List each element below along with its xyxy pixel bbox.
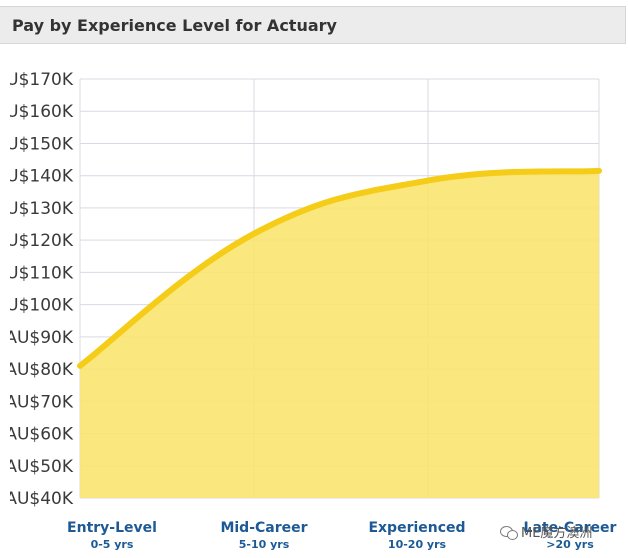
y-tick-label-2: AU$60K [5, 425, 74, 445]
wechat-icon [500, 525, 518, 540]
chart-header: Pay by Experience Level for Actuary [0, 6, 626, 44]
series-area [80, 170, 599, 498]
x-category-label-0: Entry-Level [67, 520, 157, 536]
x-category-label-2: Experienced [368, 520, 465, 536]
data-point-1 [252, 231, 256, 236]
x-category-label-1: Mid-Career [220, 520, 307, 536]
y-tick-label-11: AU$150K [0, 134, 74, 154]
y-tick-label-12: AU$160K [0, 102, 74, 122]
watermark: ME魔方澳洲 [500, 522, 592, 541]
y-tick-label-13: AU$170K [0, 70, 74, 90]
y-tick-label-10: AU$140K [0, 167, 74, 187]
data-point-0 [78, 363, 82, 368]
y-tick-label-9: AU$130K [0, 199, 74, 219]
x-category-sublabel-3: >20 yrs [546, 538, 594, 551]
x-category-sublabel-0: 0-5 yrs [91, 538, 134, 551]
y-tick-label-8: AU$120K [0, 231, 74, 251]
y-axis: AU$40K AU$50K AU$60K AU$70K AU$80K AU$90K AU$1… [0, 70, 74, 509]
x-category-sublabel-1: 5-10 yrs [239, 538, 290, 551]
series-line [77, 167, 602, 369]
chart-title: Pay by Experience Level for Actuary [12, 16, 337, 35]
x-axis: Entry-Level 0-5 yrs Mid-Career 5-10 yrs Expe… [67, 520, 616, 551]
chart-area [77, 167, 602, 498]
y-tick-label-7: AU$110K [0, 263, 74, 283]
y-tick-label-1: AU$50K [5, 457, 74, 477]
watermark-text: ME魔方澳洲 [521, 526, 593, 541]
data-point-2 [426, 178, 430, 183]
y-tick-label-5: AU$90K [5, 328, 74, 348]
y-tick-label-6: AU$100K [0, 296, 74, 316]
y-tick-label-3: AU$70K [5, 392, 74, 412]
data-point-3 [597, 168, 601, 173]
y-tick-label-4: AU$80K [5, 360, 74, 380]
x-category-sublabel-2: 10-20 yrs [388, 538, 447, 551]
y-tick-label-0: AU$40K [5, 489, 74, 509]
x-category-label-3: Late-Career [524, 520, 617, 536]
